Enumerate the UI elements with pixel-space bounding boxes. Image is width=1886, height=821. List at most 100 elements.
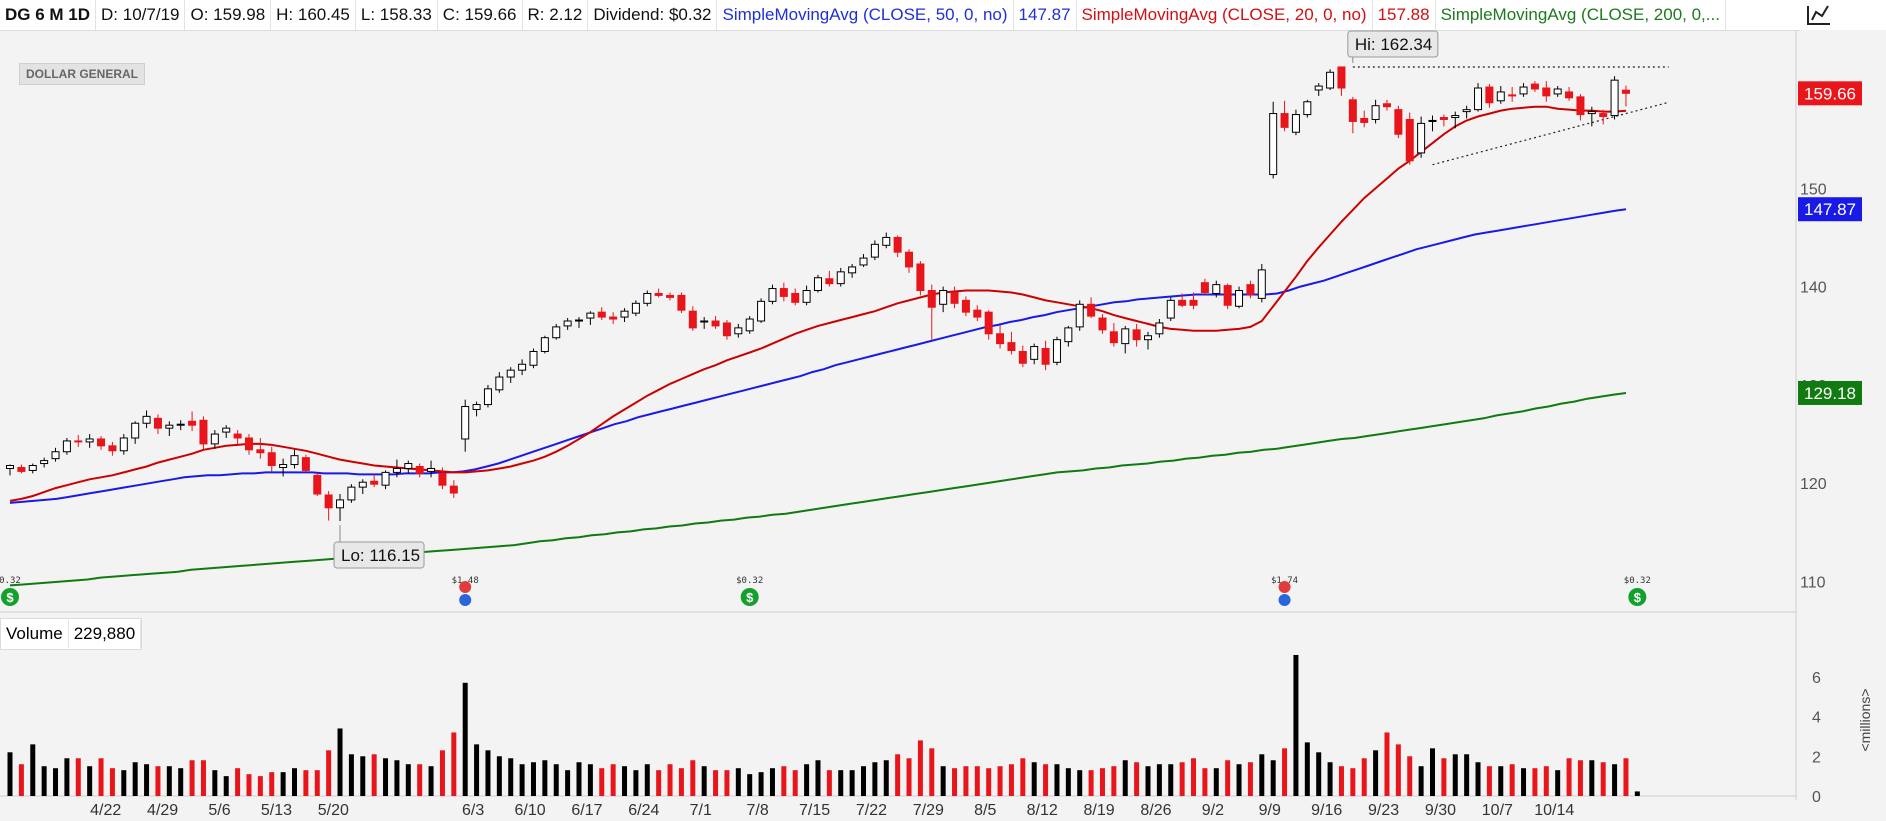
candle [677,292,686,314]
candle [1052,336,1061,366]
candle-body [916,263,925,292]
candle [222,425,231,438]
volume-bar [18,764,24,796]
candle-body [927,290,936,308]
volume-bar [1612,764,1618,796]
candle-body [1565,91,1574,99]
candle [745,316,754,334]
volume-bar [1361,758,1367,796]
volume-tick-label: 2 [1812,749,1821,766]
candle-body [734,327,743,335]
date-tick-label: 10/14 [1534,802,1574,819]
volume-bar [1020,758,1026,796]
volume-bar [1543,766,1549,796]
volume-bar [747,774,753,796]
candle [1235,286,1244,309]
volume-bar [235,768,241,796]
candle [40,457,49,468]
volume-unit-label: <millions> [1857,688,1873,751]
candle-body [745,318,754,332]
candle [882,232,891,249]
candle-body [28,465,37,471]
candle [768,284,777,305]
candle [973,305,982,321]
sma20-label[interactable]: SimpleMovingAvg (CLOSE, 20, 0, no) [1077,0,1373,30]
volume-bar [758,772,764,796]
volume-bar [1577,760,1583,796]
candle-body [472,404,481,410]
volume-bar [1008,764,1014,796]
candle-body [290,455,299,466]
candle [1109,322,1118,347]
candle-body [495,376,504,391]
candle [1530,81,1539,92]
candle-body [1041,348,1050,365]
volume-bar [132,762,138,796]
date-tick-label: 10/7 [1482,802,1513,819]
candle-body [506,369,515,378]
candle-body [620,310,629,318]
candle [825,270,834,287]
candle [893,235,902,258]
dividend-readout: Dividend: $0.32 [588,0,718,30]
volume-tick-label: 4 [1812,710,1821,727]
close-readout: C: 159.66 [438,0,523,30]
candle-body [586,312,595,319]
volume-bar [451,732,457,796]
candle [905,249,914,273]
candle [791,288,800,306]
candle-body [848,266,857,274]
candle [984,310,993,340]
volume-bar [1532,768,1538,796]
candle [1599,109,1608,125]
candle-body [609,316,618,320]
volume-bar [1065,768,1071,796]
earnings-icon [459,581,472,593]
volume-header: Volume 229,880 [0,618,143,650]
volume-bar [1464,754,1470,796]
candle [1451,111,1460,129]
candle-body [324,494,333,509]
candle-body [40,460,49,465]
date-tick-label: 4/22 [90,802,121,819]
date-tick-label: 8/5 [974,802,996,819]
candle [552,323,561,340]
candle-body [1519,86,1528,95]
volume-bar [1111,766,1117,796]
volume-bar [75,758,81,796]
date-tick-label: 9/23 [1368,802,1399,819]
candle-body [256,449,265,454]
date-tick-label: 9/16 [1311,802,1342,819]
candle-body [1189,299,1198,306]
volume-bar [246,774,252,796]
volume-label[interactable]: Volume [1,620,69,648]
candle [1621,85,1630,107]
volume-bar [952,768,958,796]
candle [859,254,868,267]
volume-bar [314,770,320,796]
symbol-label[interactable]: DG 6 M 1D [0,0,97,30]
candle-body [1280,113,1289,128]
price-tag-label: 129.18 [1804,384,1856,403]
candle [176,420,185,431]
price-tag [1798,380,1862,405]
candle-body [859,257,868,266]
date-tick-label: 5/13 [261,802,292,819]
candle-body [85,438,94,443]
candle [1007,331,1016,355]
volume-bar [1134,762,1140,796]
date-tick-label: 5/20 [318,802,349,819]
candle [6,464,14,476]
price-tick-label: 110 [1800,575,1826,592]
sma50-line [9,208,1627,504]
drawing-tool-button[interactable] [1800,0,1886,30]
candle [210,430,219,449]
volume-bar [1316,752,1322,796]
candle-body [449,485,458,494]
volume-bar [1077,770,1083,796]
sma200-label[interactable]: SimpleMovingAvg (CLOSE, 200, 0,... [1436,0,1726,30]
volume-bar [974,766,980,796]
volume-bar [1384,732,1390,796]
sma50-label[interactable]: SimpleMovingAvg (CLOSE, 50, 0, no) [717,0,1014,30]
